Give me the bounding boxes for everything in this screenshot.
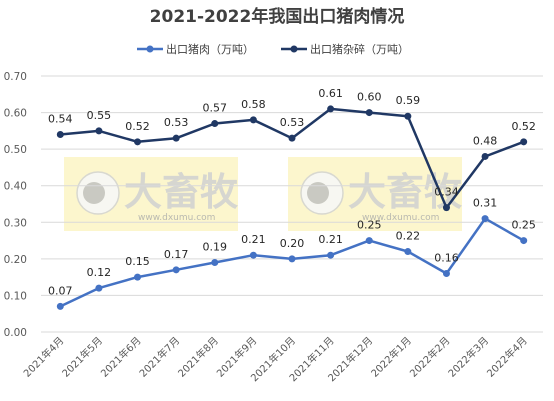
data-point <box>249 251 257 259</box>
data-point <box>481 152 489 160</box>
y-tick-label: 0.40 <box>4 181 27 193</box>
data-point <box>211 259 219 267</box>
data-label: 0.17 <box>164 248 189 261</box>
data-label: 0.21 <box>241 233 266 246</box>
data-point <box>172 134 180 142</box>
data-label: 0.52 <box>125 120 150 133</box>
x-tick-label: 2022年3月 <box>445 334 491 380</box>
data-point <box>95 127 103 135</box>
x-tick-label: 2022年1月 <box>368 334 414 380</box>
data-point <box>365 109 373 117</box>
data-point <box>442 204 450 212</box>
x-axis: 2021年4月2021年5月2021年6月2021年7月2021年8月2021年… <box>21 334 530 384</box>
data-label: 0.25 <box>511 219 536 232</box>
chart-title: 2021-2022年我国出口猪肉情况 <box>150 6 405 27</box>
data-label: 0.61 <box>318 87 343 100</box>
x-tick-label: 2021年5月 <box>59 334 105 380</box>
data-point <box>404 248 412 256</box>
data-point <box>481 215 489 223</box>
x-tick-label: 2022年4月 <box>484 334 530 380</box>
data-point <box>365 237 373 245</box>
series-pork: 0.07 0.12 0.15 0.17 0.19 0.21 0.20 0.21 0.25 0.22… <box>48 197 536 310</box>
series-offal: 0.54 0.55 0.52 0.53 0.57 0.58 0.53 0.61 0.60 0.59… <box>48 87 536 212</box>
y-tick-label: 0.60 <box>4 108 27 120</box>
data-label: 0.34 <box>434 186 459 199</box>
data-point <box>327 251 335 259</box>
data-point <box>56 302 64 310</box>
watermark-url: www.dxumu.com <box>362 213 439 223</box>
data-label: 0.53 <box>164 116 189 129</box>
data-label: 0.19 <box>203 241 228 254</box>
data-label: 0.22 <box>396 230 421 243</box>
data-point <box>404 112 412 120</box>
data-label: 0.59 <box>396 94 421 107</box>
data-point <box>95 284 103 292</box>
data-label: 0.58 <box>241 98 266 111</box>
watermark-text: 大畜牧 <box>124 170 239 214</box>
watermark-logo-inner-icon <box>307 182 329 204</box>
legend-label-offal: 出口猪杂碎（万吨） <box>310 42 409 56</box>
data-point <box>327 105 335 113</box>
legend-marker-pork <box>146 45 154 53</box>
x-tick-label: 2021年7月 <box>136 334 182 380</box>
data-point <box>520 237 528 245</box>
y-tick-label: 0.00 <box>4 327 27 339</box>
data-label: 0.60 <box>357 91 382 104</box>
data-label: 0.21 <box>318 233 343 246</box>
x-tick-label: 2021年8月 <box>175 334 221 380</box>
data-point <box>442 269 450 277</box>
data-label: 0.48 <box>473 134 498 147</box>
data-label: 0.52 <box>511 120 536 133</box>
data-label: 0.07 <box>48 284 73 297</box>
data-point <box>520 138 528 146</box>
data-label: 0.31 <box>473 197 498 210</box>
y-tick-label: 0.50 <box>4 144 27 156</box>
x-tick-label: 2021年4月 <box>21 334 67 380</box>
y-axis: 0.00 0.10 0.20 0.30 0.40 0.50 0.60 0.70 <box>4 71 27 339</box>
data-label: 0.20 <box>280 237 305 250</box>
watermark-url: www.dxumu.com <box>138 213 215 223</box>
data-label: 0.16 <box>434 251 459 264</box>
x-tick-label: 2022年2月 <box>407 334 453 380</box>
y-tick-label: 0.70 <box>4 71 27 83</box>
data-label: 0.12 <box>87 266 112 279</box>
data-label: 0.53 <box>280 116 305 129</box>
data-point <box>172 266 180 274</box>
data-label: 0.25 <box>357 219 382 232</box>
data-point <box>249 116 257 124</box>
data-label: 0.57 <box>203 102 228 115</box>
x-tick-label: 2021年6月 <box>98 334 144 380</box>
data-point <box>134 138 142 146</box>
data-label: 0.15 <box>125 255 150 268</box>
data-label: 0.54 <box>48 113 73 126</box>
series-layer: 0.07 0.12 0.15 0.17 0.19 0.21 0.20 0.21 0.25 0.22… <box>48 87 536 310</box>
y-tick-label: 0.20 <box>4 254 27 266</box>
data-point <box>288 255 296 263</box>
data-label: 0.55 <box>87 109 112 122</box>
legend: 出口猪肉（万吨） 出口猪杂碎（万吨） <box>137 42 409 56</box>
legend-label-pork: 出口猪肉（万吨） <box>166 42 254 56</box>
y-tick-label: 0.30 <box>4 217 27 229</box>
data-point <box>288 134 296 142</box>
data-point <box>211 120 219 128</box>
y-tick-label: 0.10 <box>4 290 27 302</box>
data-point <box>56 131 64 139</box>
legend-marker-offal <box>290 45 298 53</box>
data-point <box>134 273 142 281</box>
watermark-logo-inner-icon <box>83 182 105 204</box>
